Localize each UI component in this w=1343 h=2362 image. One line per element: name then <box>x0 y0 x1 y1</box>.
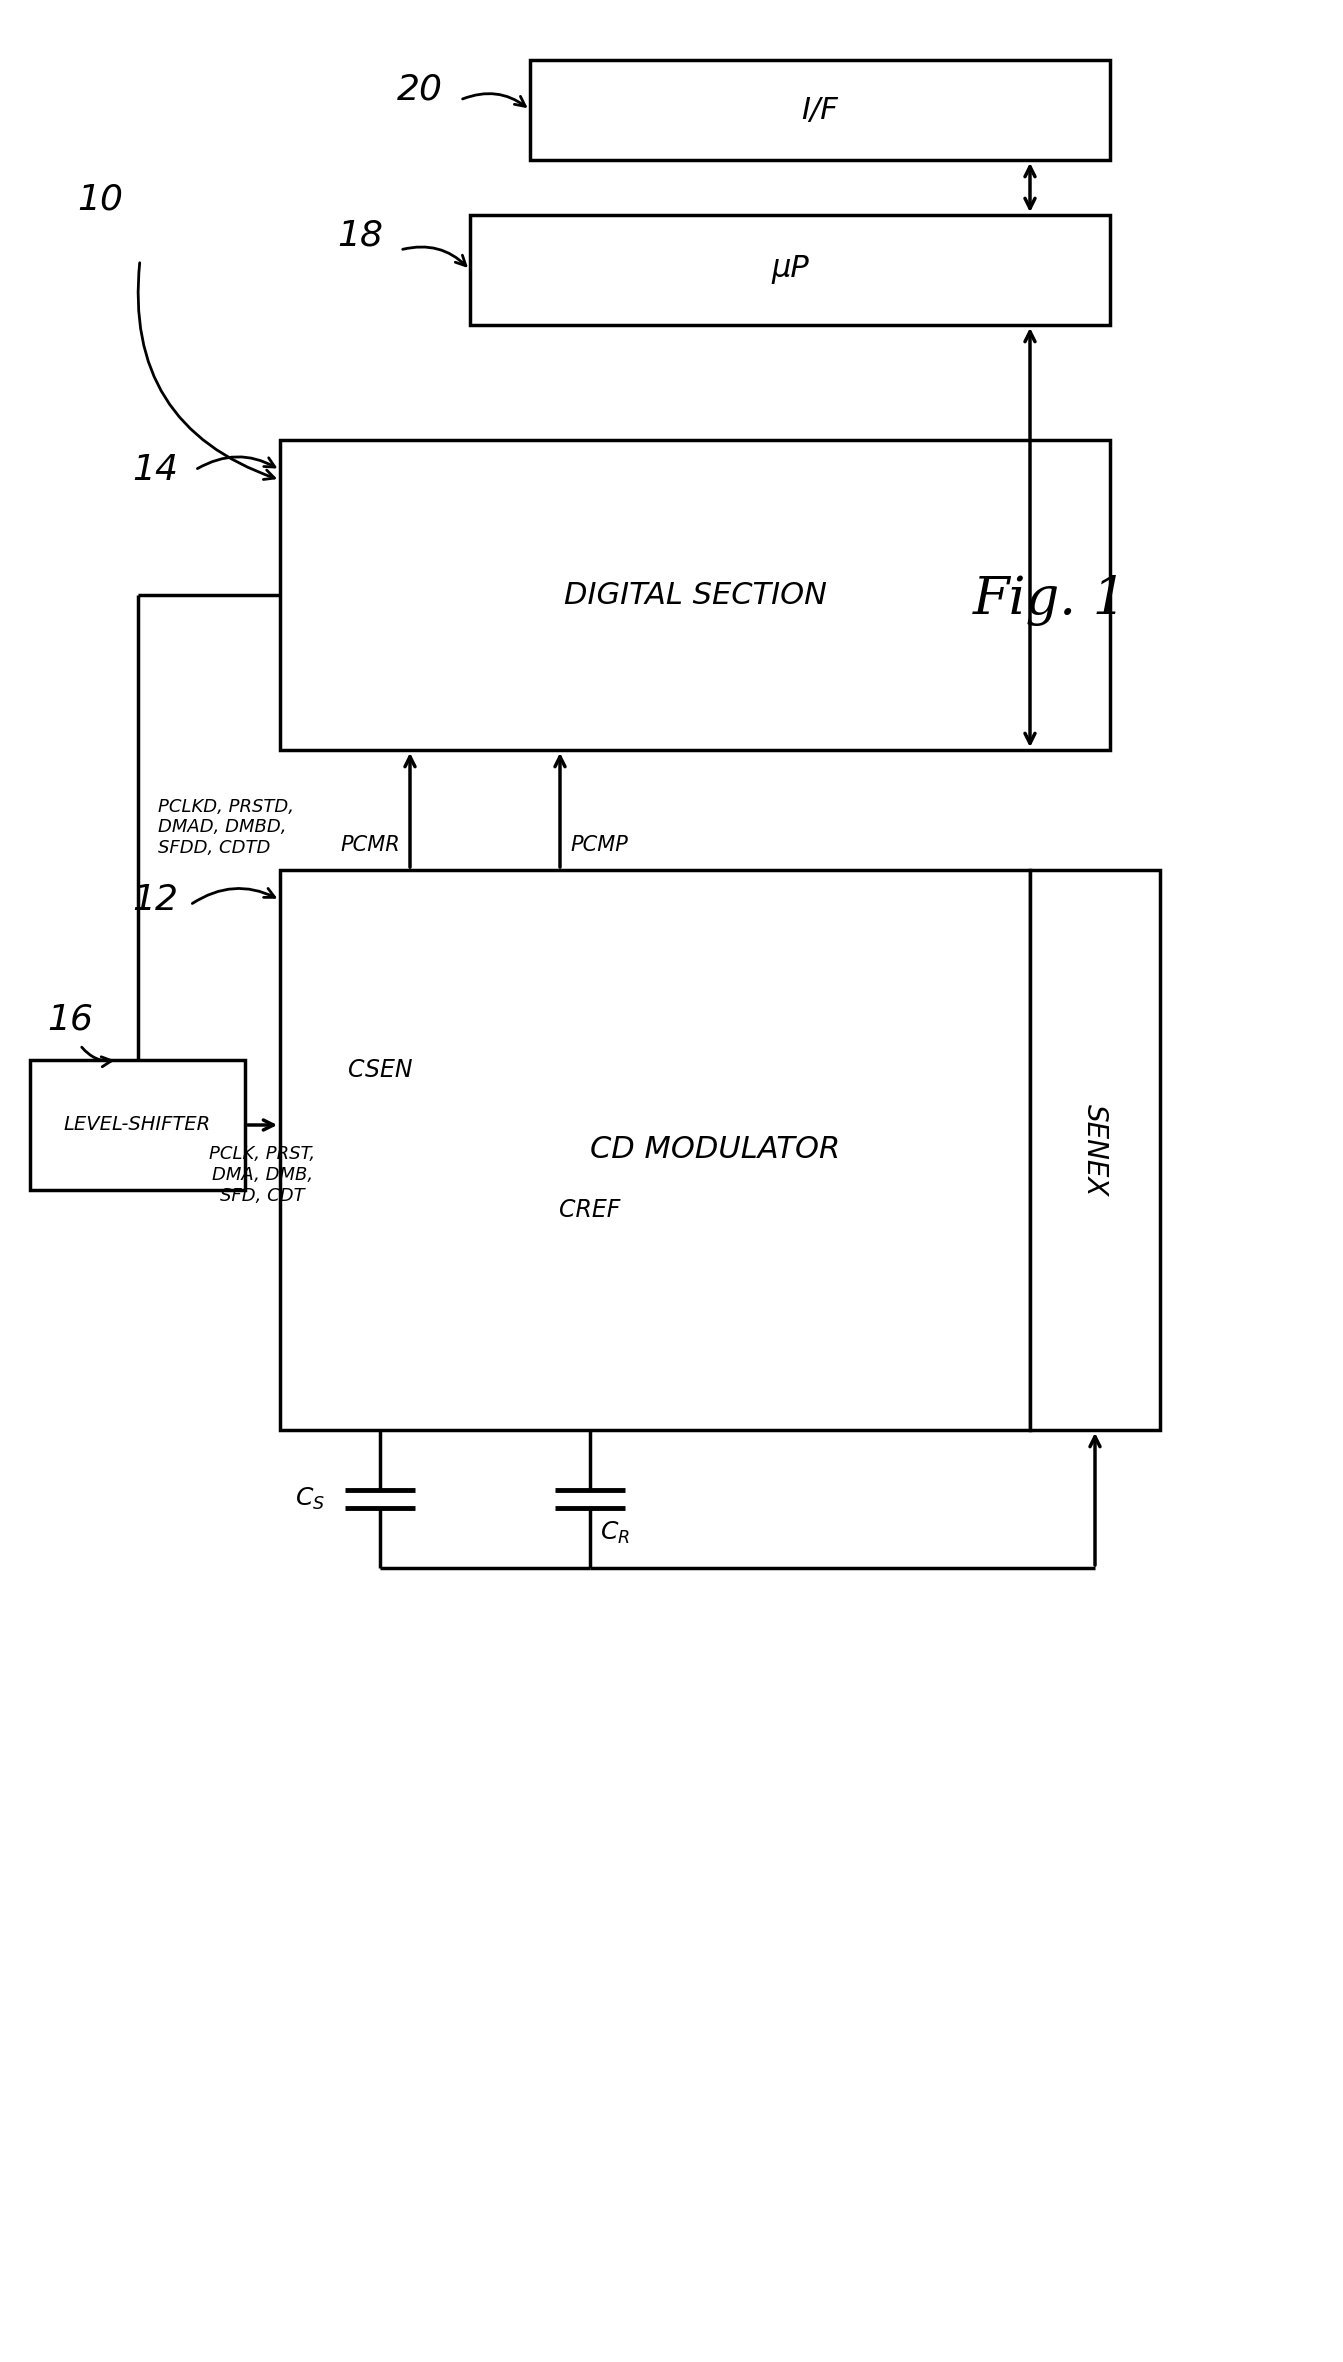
Text: DIGITAL SECTION: DIGITAL SECTION <box>564 581 826 609</box>
Text: 20: 20 <box>398 73 443 106</box>
Text: CD MODULATOR: CD MODULATOR <box>590 1136 841 1164</box>
Text: 10: 10 <box>77 182 124 217</box>
Bar <box>279 869 1030 1429</box>
Text: 12: 12 <box>132 883 179 916</box>
Text: PCMP: PCMP <box>569 836 629 855</box>
Text: $C_R$: $C_R$ <box>600 1519 630 1547</box>
Text: 18: 18 <box>337 217 383 253</box>
Text: $C_S$: $C_S$ <box>295 1486 325 1512</box>
Bar <box>279 439 1111 751</box>
Text: PCMR: PCMR <box>340 836 400 855</box>
Text: Fig. 1: Fig. 1 <box>972 574 1127 626</box>
Text: I/F: I/F <box>802 94 838 125</box>
Text: 16: 16 <box>47 1004 93 1037</box>
Bar <box>530 59 1111 161</box>
Bar <box>1030 869 1160 1429</box>
Text: 14: 14 <box>132 454 179 487</box>
Text: PCLK, PRST,
DMA, DMB,
SFD, CDT: PCLK, PRST, DMA, DMB, SFD, CDT <box>210 1146 316 1205</box>
Text: CSEN: CSEN <box>348 1058 412 1082</box>
Text: PCLKD, PRSTD,
DMAD, DMBD,
SFDD, CDTD: PCLKD, PRSTD, DMAD, DMBD, SFDD, CDTD <box>157 798 294 857</box>
Bar <box>30 1061 244 1190</box>
Text: LEVEL-SHIFTER: LEVEL-SHIFTER <box>64 1115 211 1134</box>
Text: SENEX: SENEX <box>1081 1103 1109 1195</box>
Bar <box>470 215 1111 326</box>
Text: CREF: CREF <box>559 1198 620 1221</box>
Text: μP: μP <box>771 255 808 283</box>
